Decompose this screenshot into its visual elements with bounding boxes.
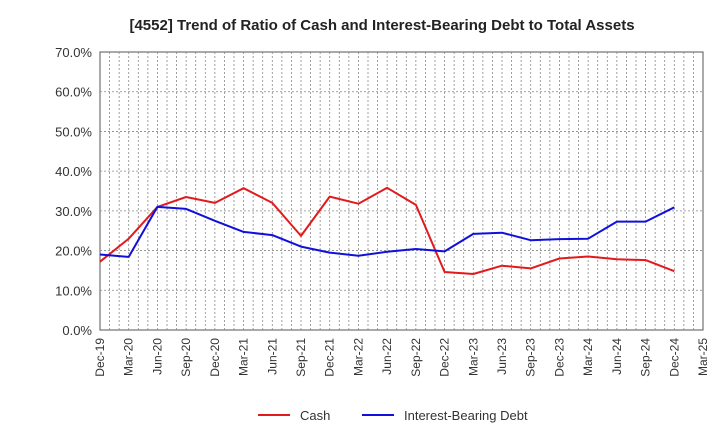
series-layer [99, 186, 675, 275]
x-tick-label: Sep-23 [524, 338, 538, 377]
x-tick-label: Sep-22 [409, 338, 423, 377]
series-line-cash [99, 186, 675, 275]
x-tick-label: Sep-20 [179, 338, 193, 377]
legend-label: Cash [300, 408, 330, 423]
legend-label: Interest-Bearing Debt [404, 408, 528, 423]
x-tick-label: Mar-24 [581, 338, 595, 376]
x-tick-label: Sep-24 [639, 338, 653, 377]
x-tick-label: Mar-25 [696, 338, 710, 376]
y-tick-label: 40.0% [55, 164, 92, 179]
x-tick-label: Sep-21 [294, 338, 308, 377]
y-tick-label: 60.0% [55, 85, 92, 100]
x-tick-label: Dec-21 [323, 338, 337, 377]
x-tick-label: Mar-20 [122, 338, 136, 376]
x-tick-label: Jun-23 [495, 338, 509, 375]
x-tick-label: Jun-20 [150, 338, 164, 375]
x-tick-label: Mar-21 [237, 338, 251, 376]
x-tick-label: Jun-24 [610, 338, 624, 375]
x-tick-label: Dec-19 [93, 338, 107, 377]
y-tick-label: 0.0% [62, 323, 92, 338]
chart-title: [4552] Trend of Ratio of Cash and Intere… [129, 17, 634, 34]
axis-layer: 0.0% 10.0% 20.0% 30.0% 40.0% 50.0% 60.0% 70.0% D… [55, 45, 710, 377]
x-tick-label: Dec-20 [208, 338, 222, 377]
plot-frame [99, 51, 704, 331]
series-line-interest-bearing-debt [99, 205, 675, 258]
x-tick-label: Mar-22 [351, 338, 365, 376]
y-tick-label: 50.0% [55, 124, 92, 139]
x-tick-label: Jun-22 [380, 338, 394, 375]
y-tick-label: 10.0% [55, 283, 92, 298]
y-tick-label: 70.0% [55, 45, 92, 60]
legend: Cash Interest-Bearing Debt [258, 408, 528, 423]
x-tick-label: Mar-23 [466, 338, 480, 376]
y-tick-label: 20.0% [55, 244, 92, 259]
x-tick-label: Dec-24 [667, 338, 681, 377]
y-tick-label: 30.0% [55, 204, 92, 219]
x-tick-label: Jun-21 [265, 338, 279, 375]
grid-layer [99, 51, 704, 331]
x-tick-label: Dec-23 [552, 338, 566, 377]
x-tick-label: Dec-22 [438, 338, 452, 377]
